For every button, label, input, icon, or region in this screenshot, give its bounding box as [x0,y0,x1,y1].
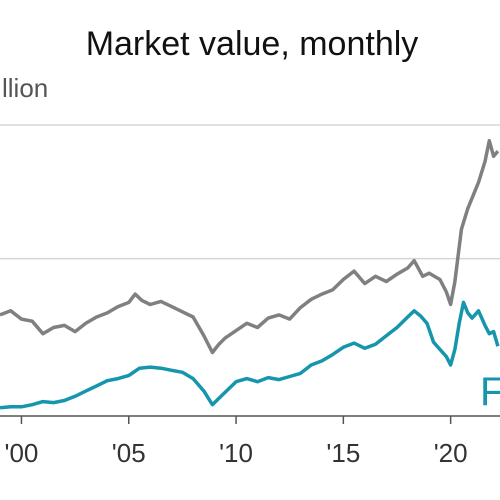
series-end-label: F [480,370,500,414]
teal-series-line [0,300,500,410]
x-tick-label: '05 [112,438,146,468]
chart-title: Market value, monthly [86,25,419,63]
x-axis-ticks: '00 '05 '10 '15 '20 [5,416,468,468]
series-lines [0,138,500,410]
gray-series-line [0,138,500,355]
gridlines [0,124,500,417]
x-tick-label: '20 [434,438,468,468]
y-unit-label: llion [2,73,48,103]
x-tick-label: '00 [5,438,39,468]
x-tick-label: '15 [326,438,360,468]
x-tick-label: '10 [219,438,253,468]
